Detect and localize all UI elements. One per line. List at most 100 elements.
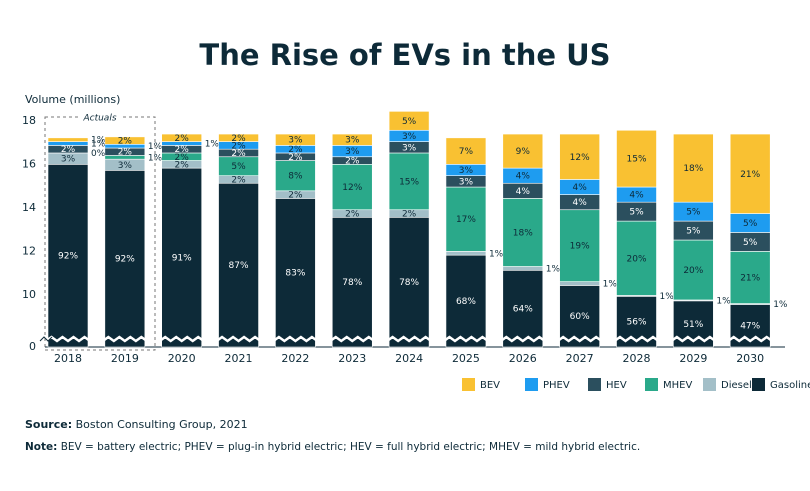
value-unit: % <box>237 175 246 185</box>
value-unit: % <box>665 291 674 301</box>
value-unit: % <box>69 251 78 261</box>
bar-segment <box>104 170 146 348</box>
bar-segment <box>559 209 600 282</box>
value-unit: % <box>351 147 360 157</box>
value-label: 8% <box>288 171 303 181</box>
bar-segment <box>47 137 89 142</box>
axis-break <box>670 335 717 343</box>
value-unit: % <box>408 116 417 126</box>
value-label: 20% <box>683 265 703 275</box>
value-number: 5 <box>231 162 237 172</box>
value-label: 5% <box>743 237 758 247</box>
axis-break <box>727 335 773 343</box>
note-text: BEV = battery electric; PHEV = plug-in h… <box>61 441 641 453</box>
value-unit: % <box>465 166 474 176</box>
value-number: 5 <box>686 207 692 217</box>
value-label: 2% <box>231 148 246 158</box>
value-unit: % <box>210 139 219 149</box>
value-label: 4% <box>516 186 531 196</box>
value-number: 5 <box>629 207 635 217</box>
value-number: 12 <box>570 152 581 162</box>
value-unit: % <box>408 209 417 219</box>
value-label: 2% <box>175 152 190 162</box>
value-unit: % <box>578 198 587 208</box>
bar-segment <box>331 164 373 211</box>
value-number: 2 <box>345 156 351 166</box>
value-number: 19 <box>570 241 582 251</box>
bar-segment <box>502 198 544 267</box>
x-tick-label: 2018 <box>54 352 82 365</box>
y-tick-label: 12 <box>22 245 36 258</box>
value-number: 5 <box>743 218 749 228</box>
value-unit: % <box>97 148 106 158</box>
bar-segment <box>502 269 544 348</box>
value-number: 21 <box>740 169 751 179</box>
axis-break <box>329 335 375 343</box>
bar-segment <box>445 137 487 165</box>
value-unit: % <box>552 264 561 274</box>
bar-segment <box>161 167 202 348</box>
value-label: 1% <box>205 139 220 149</box>
value-number: 4 <box>629 190 635 200</box>
value-unit: % <box>67 154 76 164</box>
axis-break <box>443 335 489 343</box>
value-unit: % <box>237 148 246 158</box>
source-label: Source: <box>25 418 72 431</box>
value-label: 3% <box>402 131 417 141</box>
value-number: 2 <box>175 160 181 170</box>
value-label: 2% <box>118 147 133 157</box>
x-tick-label: 2024 <box>395 352 423 365</box>
value-unit: % <box>154 153 163 163</box>
y-tick-label: 18 <box>22 114 36 127</box>
annotation: Actuals <box>82 114 116 124</box>
value-label: 12% <box>570 152 590 162</box>
value-unit: % <box>351 209 360 219</box>
value-number: 2 <box>231 141 237 151</box>
axis-break <box>613 335 660 343</box>
value-unit: % <box>237 133 246 143</box>
legend-label: MHEV <box>663 380 692 391</box>
value-number: 68 <box>456 297 468 307</box>
value-unit: % <box>240 261 249 271</box>
bar-segment <box>331 217 373 348</box>
bar-segment <box>502 266 544 271</box>
value-label: 3% <box>402 143 417 153</box>
value-unit: % <box>67 145 76 155</box>
value-unit: % <box>180 145 189 155</box>
bar-segment <box>161 133 202 142</box>
value-number: 3 <box>402 143 408 153</box>
value-unit: % <box>521 186 530 196</box>
value-label: 15% <box>626 154 646 164</box>
value-number: 2 <box>288 145 294 155</box>
bar-segment <box>616 220 657 296</box>
value-label: 2% <box>231 175 246 185</box>
value-unit: % <box>126 254 135 264</box>
value-unit: % <box>123 160 132 170</box>
value-number: 8 <box>288 171 294 181</box>
chart-title: The Rise of EVs in the US <box>199 38 610 72</box>
value-number: 2 <box>231 148 237 158</box>
legend-swatch <box>462 378 475 391</box>
value-number: 47 <box>740 321 751 331</box>
value-unit: % <box>467 215 476 225</box>
value-unit: % <box>749 218 758 228</box>
value-label: 3% <box>459 177 474 187</box>
value-unit: % <box>297 268 306 278</box>
value-label: 19% <box>570 241 590 251</box>
value-label: 5% <box>743 218 758 228</box>
value-label: 3% <box>288 135 303 145</box>
value-label: 2% <box>175 160 190 170</box>
value-label: 7% <box>459 147 474 157</box>
value-number: 9 <box>516 147 522 157</box>
bar-segment <box>559 133 600 180</box>
value-label: 56% <box>626 317 646 327</box>
actuals-label-bg <box>80 112 120 124</box>
value-label: 15% <box>399 177 419 187</box>
value-unit: % <box>411 177 420 187</box>
value-label: 1% <box>91 139 106 149</box>
source-text: Boston Consulting Group, 2021 <box>76 418 248 431</box>
value-number: 5 <box>402 116 408 126</box>
value-number: 7 <box>459 147 465 157</box>
value-label: 2% <box>231 141 246 151</box>
axis-break <box>39 336 53 342</box>
